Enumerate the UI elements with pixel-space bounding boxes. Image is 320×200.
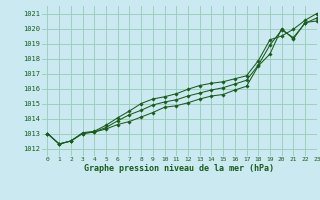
X-axis label: Graphe pression niveau de la mer (hPa): Graphe pression niveau de la mer (hPa) <box>84 164 274 173</box>
